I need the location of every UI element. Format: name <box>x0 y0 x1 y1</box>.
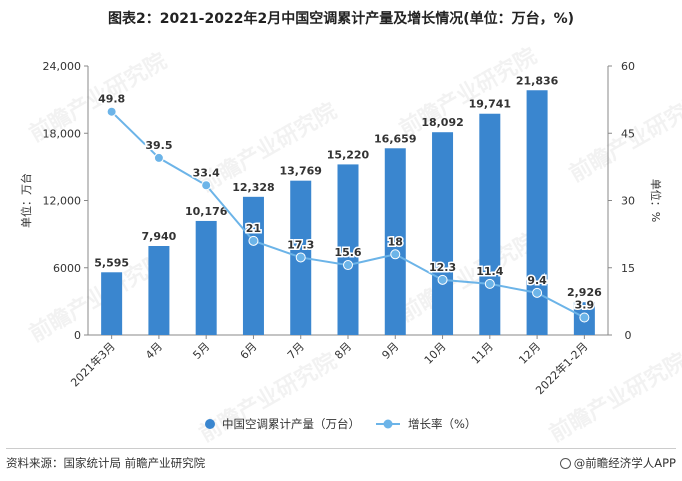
line-point <box>579 312 590 323</box>
line-point <box>248 235 259 246</box>
bar-data-label: 2,926 <box>567 286 602 299</box>
x-tick-label: 6月 <box>238 340 260 362</box>
line-point <box>532 287 543 298</box>
bar <box>242 196 264 335</box>
y-right-tick-label: 60 <box>621 60 635 73</box>
bar-data-label: 13,769 <box>280 165 322 178</box>
x-tick-label: 9月 <box>379 340 401 362</box>
brand-credit: @前瞻经济学人APP <box>559 455 676 471</box>
y-left-tick-label: 0 <box>74 329 81 342</box>
line-point <box>106 106 117 117</box>
line-point <box>295 252 306 263</box>
y-left-tick-label: 24,000 <box>43 60 82 73</box>
y-left-tick-label: 12,000 <box>43 195 82 208</box>
line-data-label: 33.4 <box>193 166 220 179</box>
line-point <box>153 152 164 163</box>
line-data-label: 39.5 <box>145 139 172 152</box>
y-right-tick-label: 0 <box>625 329 632 342</box>
bar-data-label: 5,595 <box>94 256 129 269</box>
source-note: 资料来源：国家统计局 前瞻产业研究院 <box>6 456 206 470</box>
line-data-label: 11.4 <box>476 265 503 278</box>
line-data-label: 17.3 <box>287 238 314 251</box>
bar-data-label: 19,741 <box>469 98 511 111</box>
line-data-label: 12.3 <box>429 261 456 274</box>
line-data-label: 49.8 <box>98 93 125 106</box>
bar <box>195 220 217 335</box>
x-tick-label: 12月 <box>516 340 543 367</box>
y-left-axis-title: 单位：万台 <box>19 173 33 228</box>
x-tick-label: 11月 <box>469 340 496 367</box>
bar-data-label: 7,940 <box>142 230 177 243</box>
bar <box>526 90 548 335</box>
bar <box>148 246 170 335</box>
x-tick-label: 5月 <box>190 340 212 362</box>
line-data-label: 3.9 <box>575 299 595 312</box>
bar <box>432 132 454 335</box>
y-right-tick-label: 15 <box>621 262 635 275</box>
bar <box>337 164 359 335</box>
bar-data-label: 21,836 <box>516 74 559 87</box>
line-point <box>484 278 495 289</box>
footer-divider <box>6 448 676 449</box>
x-tick-label: 4月 <box>143 340 165 362</box>
bar <box>384 148 406 335</box>
line-point <box>343 260 353 271</box>
y-left-tick-label: 6000 <box>53 262 81 275</box>
x-tick-label: 7月 <box>285 340 307 362</box>
legend-line-label: 增长率（%） <box>408 417 476 431</box>
legend-bar-marker <box>205 419 215 429</box>
bar-data-label: 18,092 <box>421 116 463 129</box>
line-point <box>390 249 401 260</box>
brand-text: @前瞻经济学人APP <box>573 456 676 470</box>
bar-data-label: 10,176 <box>185 205 228 218</box>
y-right-axis-title: 单位：% <box>649 179 663 222</box>
bar <box>101 272 123 335</box>
line-point <box>437 274 448 285</box>
line-data-label: 9.4 <box>527 274 547 287</box>
x-tick-label: 2021年3月 <box>68 339 118 389</box>
bar-data-label: 16,659 <box>374 132 416 145</box>
x-tick-label: 10月 <box>422 340 449 367</box>
y-left-tick-label: 18,000 <box>43 127 82 140</box>
legend-bar-label: 中国空调累计产量（万台） <box>222 417 360 431</box>
line-data-label: 21 <box>246 222 261 235</box>
y-right-tick-label: 45 <box>621 127 635 140</box>
x-tick-label: 8月 <box>332 340 354 362</box>
chart-title: 图表2：2021-2022年2月中国空调累计产量及增长情况(单位：万台，%) <box>107 11 575 27</box>
bar-data-label: 15,220 <box>327 148 370 161</box>
y-right-tick-label: 30 <box>621 195 635 208</box>
legend-line-marker <box>383 419 393 429</box>
line-point <box>201 180 212 191</box>
bar-data-label: 12,328 <box>232 181 274 194</box>
bar <box>479 113 501 335</box>
line-data-label: 18 <box>388 235 403 248</box>
line-data-label: 15.6 <box>334 246 361 259</box>
brand-logo-icon <box>559 458 571 469</box>
